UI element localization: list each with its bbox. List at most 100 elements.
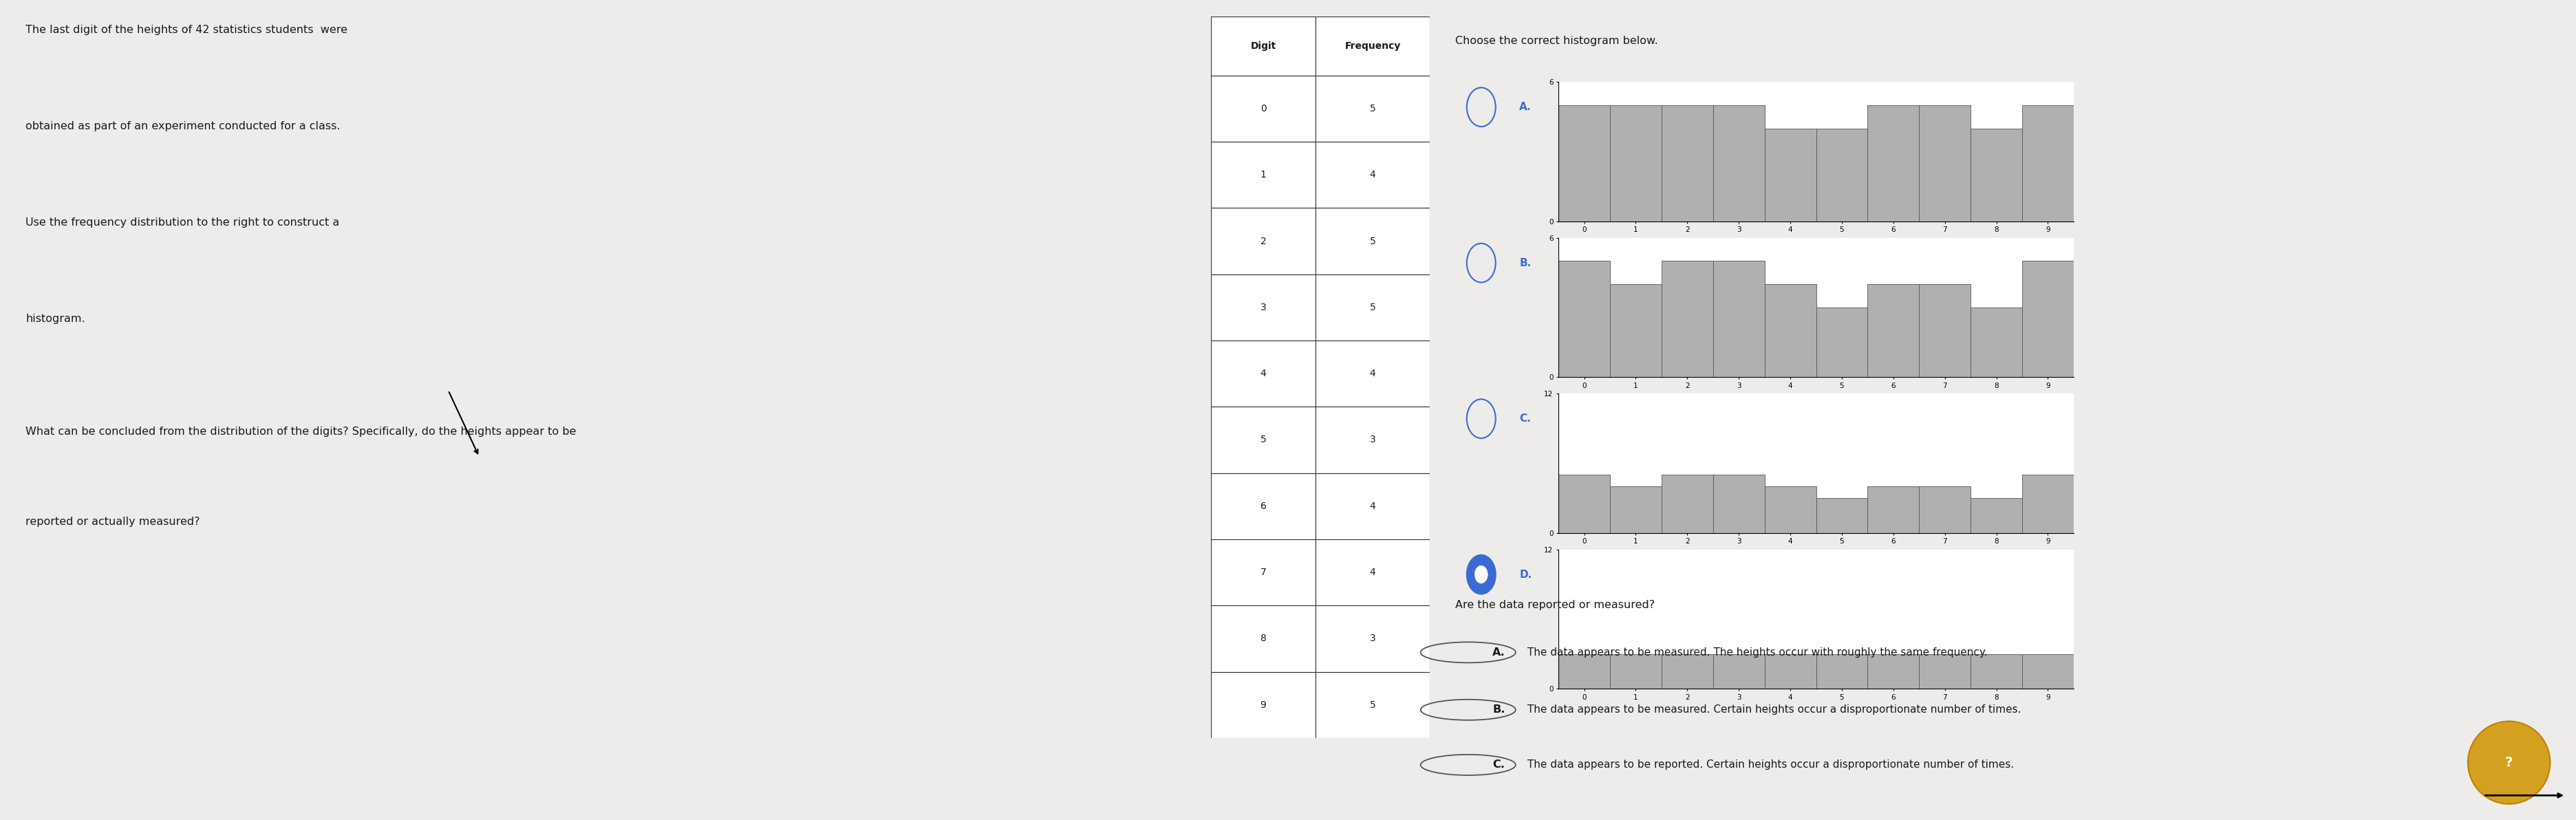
Text: 4: 4	[1370, 369, 1376, 379]
Text: 4: 4	[1370, 170, 1376, 180]
Text: The data appears to be reported. Certain heights occur a disproportionate number: The data appears to be reported. Certain…	[1525, 760, 2014, 770]
Text: 3: 3	[1260, 303, 1267, 312]
Bar	[1662, 105, 1713, 221]
Text: reported or actually measured?: reported or actually measured?	[26, 517, 201, 527]
Text: 4: 4	[1370, 501, 1376, 511]
Bar	[2022, 654, 2074, 689]
Bar	[1971, 308, 2022, 377]
Text: 2: 2	[1260, 236, 1267, 246]
Text: B.: B.	[1520, 257, 1530, 268]
Bar	[1971, 654, 2022, 689]
Bar	[1868, 105, 1919, 221]
Text: 1: 1	[1260, 170, 1267, 180]
Text: C.: C.	[1492, 760, 1504, 770]
Text: The data appears to be measured. Certain heights occur a disproportionate number: The data appears to be measured. Certain…	[1525, 704, 2022, 715]
Text: 7: 7	[1260, 567, 1267, 577]
Text: 4: 4	[1370, 567, 1376, 577]
Text: 3: 3	[1370, 634, 1376, 644]
Bar	[1558, 475, 1610, 533]
Bar	[1765, 129, 1816, 221]
Text: 9: 9	[1260, 700, 1267, 709]
Text: Choose the correct histogram below.: Choose the correct histogram below.	[1455, 36, 1659, 46]
Bar	[1713, 475, 1765, 533]
Bar	[2022, 475, 2074, 533]
Text: 5: 5	[1260, 435, 1267, 444]
Bar	[1662, 261, 1713, 377]
FancyBboxPatch shape	[1211, 142, 1316, 208]
Bar	[2022, 261, 2074, 377]
Text: obtained as part of an experiment conducted for a class.: obtained as part of an experiment conduc…	[26, 121, 340, 131]
Text: 5: 5	[1370, 700, 1376, 709]
Text: Are the data reported or measured?: Are the data reported or measured?	[1455, 599, 1654, 610]
Bar	[1919, 486, 1971, 533]
Text: histogram.: histogram.	[26, 314, 85, 324]
FancyBboxPatch shape	[1316, 605, 1430, 672]
Bar	[1558, 105, 1610, 221]
Bar	[1662, 475, 1713, 533]
Bar	[1765, 285, 1816, 377]
FancyBboxPatch shape	[1316, 540, 1430, 605]
FancyBboxPatch shape	[1316, 340, 1430, 407]
FancyBboxPatch shape	[1316, 16, 1430, 75]
FancyBboxPatch shape	[1316, 142, 1430, 208]
FancyBboxPatch shape	[1316, 407, 1430, 473]
Bar	[1919, 105, 1971, 221]
Text: B.: B.	[1492, 704, 1504, 715]
Bar	[1610, 285, 1662, 377]
FancyBboxPatch shape	[1211, 540, 1316, 605]
Text: 3: 3	[1370, 435, 1376, 444]
Text: Use the frequency distribution to the right to construct a: Use the frequency distribution to the ri…	[26, 217, 340, 228]
Bar	[1816, 129, 1868, 221]
Circle shape	[1473, 566, 1489, 583]
Bar	[1713, 105, 1765, 221]
Bar	[1765, 654, 1816, 689]
Bar	[1610, 486, 1662, 533]
Bar	[1868, 654, 1919, 689]
FancyBboxPatch shape	[1211, 275, 1316, 340]
FancyBboxPatch shape	[1211, 16, 1316, 75]
Bar	[1868, 486, 1919, 533]
Bar	[1919, 654, 1971, 689]
Circle shape	[2468, 722, 2550, 804]
FancyBboxPatch shape	[1316, 473, 1430, 540]
Bar	[1868, 285, 1919, 377]
Bar	[1558, 654, 1610, 689]
Bar	[1610, 654, 1662, 689]
Text: ?: ?	[2504, 756, 2514, 769]
FancyBboxPatch shape	[1211, 672, 1316, 738]
FancyBboxPatch shape	[1211, 208, 1316, 275]
Text: D.: D.	[1520, 569, 1533, 580]
Text: 8: 8	[1260, 634, 1267, 644]
Bar	[1919, 285, 1971, 377]
Text: C.: C.	[1520, 413, 1530, 424]
Bar	[1765, 486, 1816, 533]
FancyBboxPatch shape	[1211, 75, 1316, 142]
FancyBboxPatch shape	[1211, 340, 1316, 407]
Text: 5: 5	[1370, 104, 1376, 113]
Bar	[1610, 105, 1662, 221]
Text: 0: 0	[1260, 104, 1267, 113]
Bar	[1816, 498, 1868, 533]
FancyBboxPatch shape	[1316, 208, 1430, 275]
Text: 4: 4	[1260, 369, 1267, 379]
Bar	[1971, 129, 2022, 221]
Text: The data appears to be measured. The heights occur with roughly the same frequen: The data appears to be measured. The hei…	[1525, 647, 1989, 658]
Text: Frequency: Frequency	[1345, 41, 1401, 51]
Text: A.: A.	[1492, 647, 1504, 658]
Text: 6: 6	[1260, 501, 1267, 511]
FancyBboxPatch shape	[1211, 473, 1316, 540]
Text: 5: 5	[1370, 303, 1376, 312]
FancyBboxPatch shape	[1316, 75, 1430, 142]
Text: 5: 5	[1370, 236, 1376, 246]
Text: Digit: Digit	[1249, 41, 1275, 51]
Bar	[1662, 654, 1713, 689]
Bar	[2022, 105, 2074, 221]
Text: What can be concluded from the distribution of the digits? Specifically, do the : What can be concluded from the distribut…	[26, 426, 577, 437]
Bar	[1816, 654, 1868, 689]
Bar	[1816, 308, 1868, 377]
FancyBboxPatch shape	[1316, 275, 1430, 340]
Text: The last digit of the heights of 42 statistics students  were: The last digit of the heights of 42 stat…	[26, 25, 348, 35]
Bar	[1971, 498, 2022, 533]
Bar	[1713, 261, 1765, 377]
FancyBboxPatch shape	[1316, 672, 1430, 738]
